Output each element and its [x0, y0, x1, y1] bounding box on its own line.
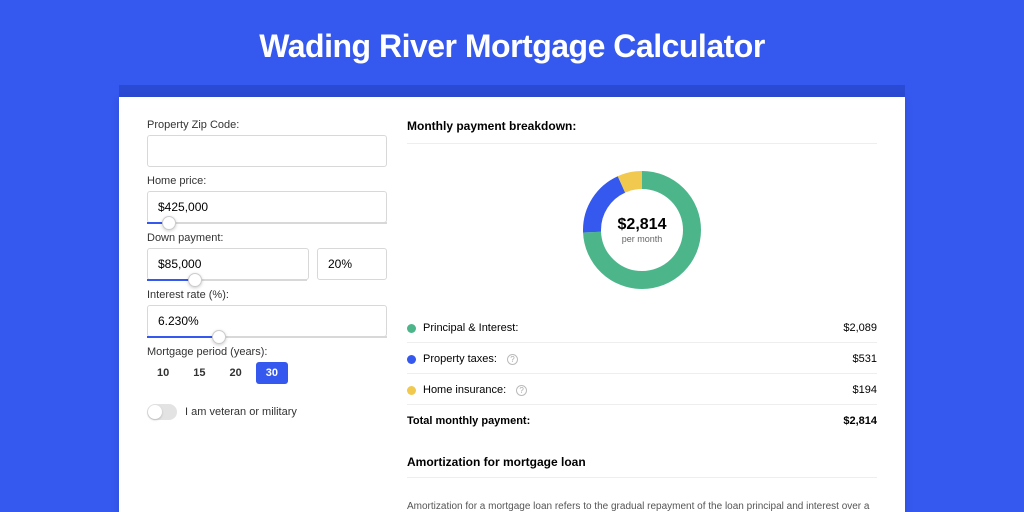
down-payment-slider[interactable] — [147, 279, 307, 281]
period-options: 10 15 20 30 — [147, 362, 387, 384]
calculator-card: Property Zip Code: Home price: Down paym… — [119, 97, 905, 512]
donut-chart-wrap: $2,814 per month — [407, 156, 877, 310]
period-10[interactable]: 10 — [147, 362, 179, 384]
period-15[interactable]: 15 — [183, 362, 215, 384]
card-outer: Property Zip Code: Home price: Down paym… — [119, 85, 905, 512]
interest-slider-thumb[interactable] — [212, 330, 226, 344]
period-30[interactable]: 30 — [256, 362, 288, 384]
form-column: Property Zip Code: Home price: Down paym… — [147, 119, 387, 495]
dot-icon — [407, 386, 416, 395]
down-payment-slider-thumb[interactable] — [188, 273, 202, 287]
field-interest: Interest rate (%): — [147, 289, 387, 338]
legend-row-taxes: Property taxes: ? $531 — [407, 353, 877, 374]
amortization-heading: Amortization for mortgage loan — [407, 455, 877, 478]
down-payment-label: Down payment: — [147, 232, 387, 244]
home-price-label: Home price: — [147, 175, 387, 187]
legend-label: Home insurance: — [423, 384, 506, 396]
legend-value: $531 — [853, 353, 877, 365]
breakdown-heading: Monthly payment breakdown: — [407, 119, 877, 144]
dot-icon — [407, 324, 416, 333]
toggle-knob — [148, 405, 162, 419]
home-price-input[interactable] — [147, 191, 387, 223]
veteran-row: I am veteran or military — [147, 404, 387, 420]
veteran-label: I am veteran or military — [185, 406, 297, 418]
interest-label: Interest rate (%): — [147, 289, 387, 301]
info-icon[interactable]: ? — [507, 354, 518, 365]
legend-total-label: Total monthly payment: — [407, 415, 530, 427]
field-home-price: Home price: — [147, 175, 387, 224]
breakdown-column: Monthly payment breakdown: $2,814 per mo… — [407, 119, 877, 495]
donut-center: $2,814 per month — [582, 170, 702, 290]
legend-value: $2,089 — [843, 322, 877, 334]
donut-sub: per month — [622, 234, 663, 244]
legend-row-principal: Principal & Interest: $2,089 — [407, 322, 877, 343]
interest-slider[interactable] — [147, 336, 387, 338]
period-label: Mortgage period (years): — [147, 346, 387, 358]
legend-value: $194 — [853, 384, 877, 396]
amortization-text: Amortization for a mortgage loan refers … — [407, 500, 877, 512]
zip-input[interactable] — [147, 135, 387, 167]
page-title: Wading River Mortgage Calculator — [259, 28, 765, 65]
legend: Principal & Interest: $2,089 Property ta… — [407, 322, 877, 435]
page: Wading River Mortgage Calculator Propert… — [0, 0, 1024, 512]
donut-amount: $2,814 — [618, 216, 667, 234]
home-price-slider-thumb[interactable] — [162, 216, 176, 230]
field-down-payment: Down payment: — [147, 232, 387, 281]
veteran-toggle[interactable] — [147, 404, 177, 420]
home-price-slider[interactable] — [147, 222, 387, 224]
donut-chart: $2,814 per month — [582, 170, 702, 290]
field-period: Mortgage period (years): 10 15 20 30 — [147, 346, 387, 384]
down-payment-input[interactable] — [147, 248, 309, 280]
field-zip: Property Zip Code: — [147, 119, 387, 167]
down-payment-pct-input[interactable] — [317, 248, 387, 280]
interest-input[interactable] — [147, 305, 387, 337]
info-icon[interactable]: ? — [516, 385, 527, 396]
zip-label: Property Zip Code: — [147, 119, 387, 131]
legend-label: Principal & Interest: — [423, 322, 518, 334]
legend-label: Property taxes: — [423, 353, 497, 365]
legend-total-value: $2,814 — [843, 415, 877, 427]
period-20[interactable]: 20 — [220, 362, 252, 384]
dot-icon — [407, 355, 416, 364]
legend-row-insurance: Home insurance: ? $194 — [407, 384, 877, 405]
legend-row-total: Total monthly payment: $2,814 — [407, 415, 877, 435]
